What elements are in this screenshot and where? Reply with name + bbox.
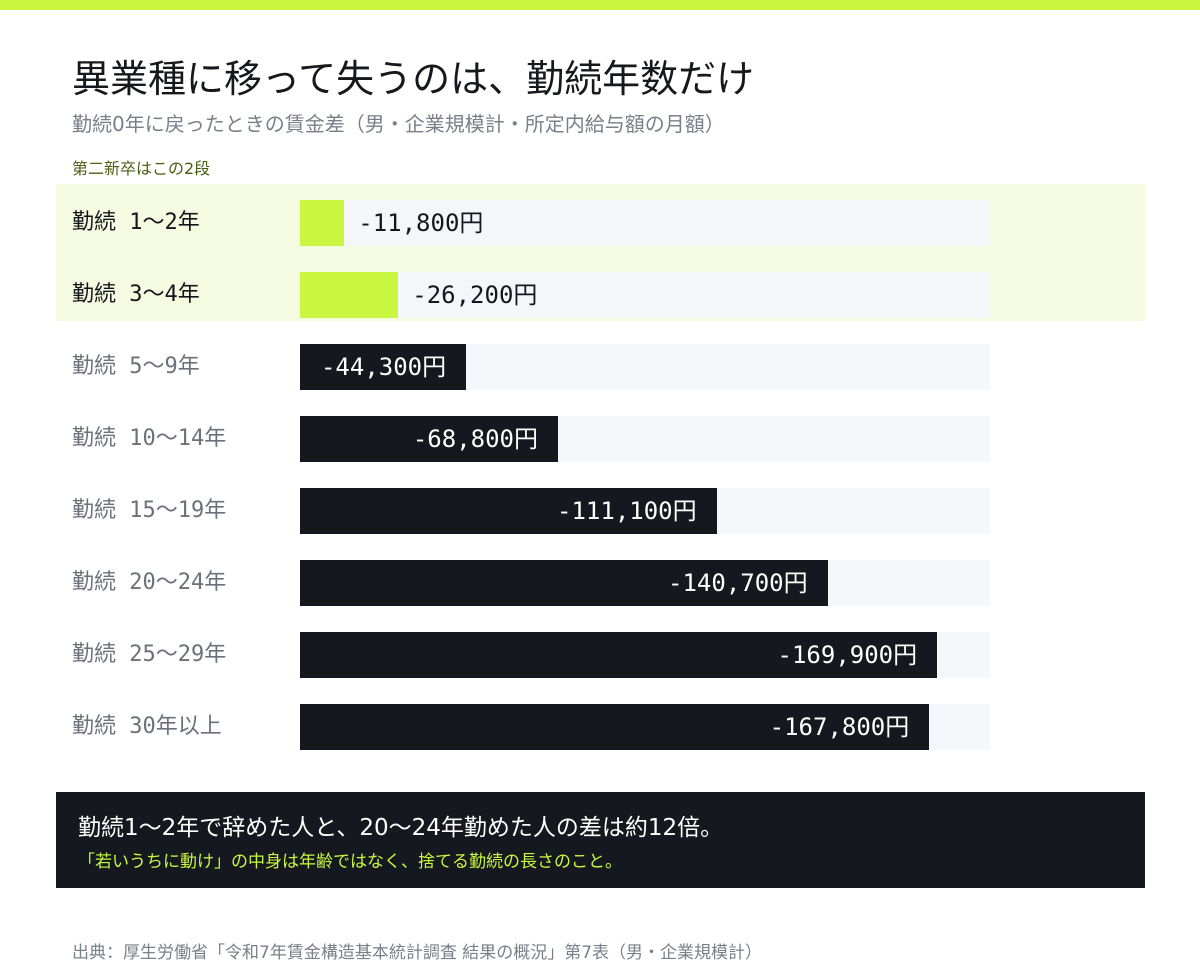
bar-value-label: -26,200円 bbox=[412, 281, 538, 309]
bar bbox=[300, 344, 467, 390]
row-label: 勤続 30年以上 bbox=[72, 714, 222, 739]
bar-track bbox=[300, 200, 990, 246]
bar bbox=[300, 560, 828, 606]
bar-track bbox=[300, 272, 990, 318]
bar bbox=[300, 704, 930, 750]
bar bbox=[300, 488, 717, 534]
top-accent-bar bbox=[0, 0, 1200, 10]
bar-value-label: -111,100円 bbox=[557, 497, 697, 525]
callout-main-text: 勤続1〜2年で辞めた人と、20〜24年勤めた人の差は約12倍。 bbox=[78, 815, 724, 841]
highlight-note: 第二新卒はこの2段 bbox=[72, 159, 211, 178]
chart-title: 異業種に移って失うのは、勤続年数だけ bbox=[72, 57, 755, 101]
row-label: 勤続 3〜4年 bbox=[72, 282, 200, 307]
row-label: 勤続 1〜2年 bbox=[72, 210, 200, 235]
bar-value-label: -167,800円 bbox=[769, 713, 910, 741]
bar bbox=[300, 416, 558, 462]
chart-subtitle: 勤続0年に戻ったときの賃金差（男・企業規模計・所定内給与額の月額） bbox=[72, 112, 725, 136]
row-label: 勤続 5〜9年 bbox=[72, 354, 200, 379]
callout-box bbox=[56, 792, 1145, 888]
bar bbox=[300, 272, 399, 318]
source-note: 出典：厚生労働省「令和7年賃金構造基本統計調査 結果の概況」第7表（男・企業規模… bbox=[72, 943, 763, 963]
row-label: 勤続 25〜29年 bbox=[72, 642, 227, 667]
row-label: 勤続 20〜24年 bbox=[72, 570, 227, 595]
bar-value-label: -140,700円 bbox=[668, 569, 808, 597]
callout-sub-text: 「若いうちに動け」の中身は年齢ではなく、捨てる勤続の長さのこと。 bbox=[78, 852, 622, 872]
bar-value-label: -169,900円 bbox=[777, 641, 918, 669]
bar-value-label: -11,800円 bbox=[358, 209, 484, 237]
row-label: 勤続 10〜14年 bbox=[72, 426, 227, 451]
row-label: 勤続 15〜19年 bbox=[72, 498, 227, 523]
bar bbox=[300, 632, 938, 678]
bar-value-label: -68,800円 bbox=[412, 425, 538, 453]
bar bbox=[300, 200, 345, 246]
bar-value-label: -44,300円 bbox=[320, 353, 447, 381]
